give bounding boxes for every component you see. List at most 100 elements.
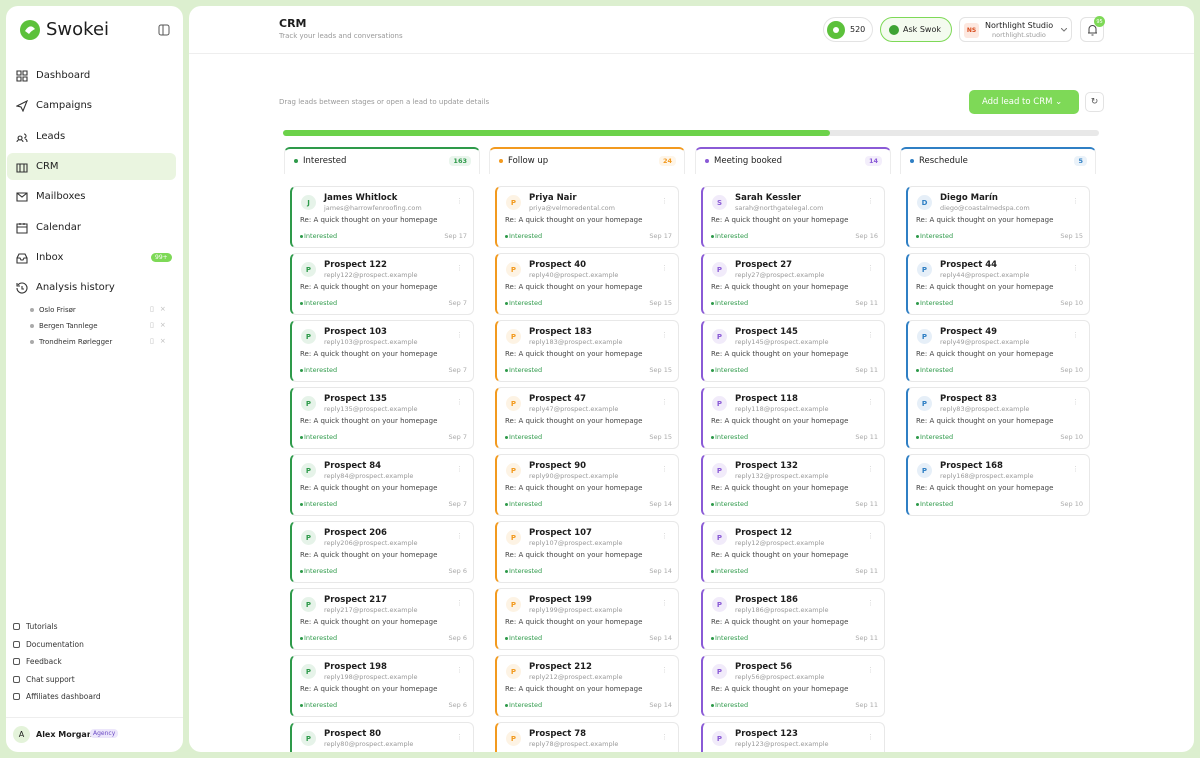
add-lead-button[interactable]: Add lead to CRM ⌄ [969, 90, 1079, 114]
lead-date: Sep 6 [448, 567, 467, 575]
history-item[interactable]: Oslo Frisør [39, 306, 76, 314]
lead-name: Prospect 135 [324, 394, 387, 404]
lead-subject: Re: A quick thought on your homepage [300, 551, 438, 559]
nav-item[interactable]: Dashboard [36, 70, 91, 81]
lead-subject: Re: A quick thought on your homepage [505, 216, 643, 224]
lead-card[interactable]: P Prospect 199 reply199@prospect.example ⋮ R… [495, 588, 679, 650]
ask-button[interactable]: Ask Swok [880, 17, 952, 42]
lead-card[interactable]: P Prospect 206 reply206@prospect.example ⋮ R… [290, 521, 474, 583]
lead-card[interactable]: P Prospect 168 reply168@prospect.example ⋮ R… [906, 454, 1090, 516]
lead-card[interactable]: P Prospect 198 reply198@prospect.example ⋮ R… [290, 655, 474, 717]
lead-email: reply49@prospect.example [940, 338, 1030, 346]
nav-item[interactable]: Campaigns [36, 100, 93, 111]
lead-card[interactable]: P Prospect 27 reply27@prospect.example ⋮ Re:… [701, 253, 885, 315]
nav-item[interactable]: Analysis history [36, 282, 115, 293]
lead-card[interactable]: P Prospect 217 reply217@prospect.example ⋮ R… [290, 588, 474, 650]
user-name[interactable]: Alex Morgan [36, 730, 93, 739]
lead-date: Sep 14 [649, 500, 672, 508]
lead-card[interactable]: P Prospect 183 reply183@prospect.example ⋮ R… [495, 320, 679, 382]
credits-value: 520 [850, 25, 866, 34]
footer-link[interactable]: Feedback [26, 657, 62, 667]
lead-name: Prospect 83 [940, 394, 998, 404]
lead-card[interactable]: P Prospect 145 reply145@prospect.example ⋮ R… [701, 320, 885, 382]
history-dot [30, 308, 34, 312]
history-item[interactable]: Trondheim Rørlegger [39, 338, 113, 346]
card-menu: ⋮ [661, 666, 668, 674]
workspace-switcher[interactable]: NS Northlight Studio northlight.studio [959, 17, 1072, 42]
lead-card[interactable]: P Prospect 44 reply44@prospect.example ⋮ Re:… [906, 253, 1090, 315]
lead-card[interactable]: P Prospect 212 reply212@prospect.example ⋮ R… [495, 655, 679, 717]
lead-card[interactable]: P Prospect 90 reply90@prospect.example ⋮ Re:… [495, 454, 679, 516]
status-dot [505, 235, 508, 238]
lead-date: Sep 11 [855, 701, 878, 709]
lead-name: Prospect 84 [324, 461, 382, 471]
lead-card[interactable]: P Prospect 132 reply132@prospect.example ⋮ R… [701, 454, 885, 516]
nav-item[interactable]: CRM [36, 161, 59, 172]
lead-card[interactable]: P Prospect 107 reply107@prospect.example ⋮ R… [495, 521, 679, 583]
lead-card[interactable]: P Prospect 135 reply135@prospect.example ⋮ R… [290, 387, 474, 449]
status-dot [505, 570, 508, 573]
lead-card[interactable]: P Prospect 56 reply56@prospect.example ⋮ Re:… [701, 655, 885, 717]
footer-link[interactable]: Affiliates dashboard [26, 692, 101, 702]
lead-email: reply47@prospect.example [529, 405, 619, 413]
lead-date: Sep 7 [448, 299, 467, 307]
lead-card[interactable]: S Sarah Kessler sarah@northgatelegal.com ⋮ R… [701, 186, 885, 248]
lead-avatar: P [506, 329, 521, 344]
notifications-button[interactable] [1080, 17, 1104, 42]
lead-avatar: P [917, 329, 932, 344]
lead-status: Interested [509, 634, 543, 642]
nav-item[interactable]: Leads [36, 131, 66, 142]
lead-email: reply183@prospect.example [529, 338, 623, 346]
lead-date: Sep 10 [1060, 433, 1083, 441]
status-dot [505, 436, 508, 439]
footer-link[interactable]: Tutorials [26, 622, 58, 631]
lead-card[interactable]: P Prospect 84 reply84@prospect.example ⋮ Re:… [290, 454, 474, 516]
collapse-button[interactable] [158, 24, 170, 36]
lead-avatar: P [506, 731, 521, 746]
nav-item[interactable]: Inbox [36, 252, 64, 263]
lead-card[interactable]: P Prospect 103 reply103@prospect.example ⋮ R… [290, 320, 474, 382]
lead-card[interactable]: P Prospect 47 reply47@prospect.example ⋮ Re:… [495, 387, 679, 449]
lead-email: reply12@prospect.example [735, 539, 825, 547]
lead-card[interactable]: P Prospect 12 reply12@prospect.example ⋮ Re:… [701, 521, 885, 583]
card-menu: ⋮ [661, 197, 668, 205]
card-menu: ⋮ [661, 465, 668, 473]
lead-email: reply132@prospect.example [735, 472, 829, 480]
kanban-column: Reschedule 5 D Diego Marín diego@coastalmeds… [900, 147, 1096, 752]
footer-link[interactable]: Chat support [26, 674, 75, 684]
lead-card[interactable]: P Prospect 118 reply118@prospect.example ⋮ R… [701, 387, 885, 449]
lead-date: Sep 17 [444, 232, 467, 240]
footer-link[interactable]: Documentation [26, 639, 84, 649]
nav-item[interactable]: Mailboxes [36, 191, 86, 202]
lead-card[interactable]: P Prospect 49 reply49@prospect.example ⋮ Re:… [906, 320, 1090, 382]
lead-subject: Re: A quick thought on your homepage [711, 283, 849, 291]
refresh-button[interactable]: ↻ [1085, 92, 1104, 112]
card-menu: ⋮ [456, 532, 463, 540]
lead-card[interactable]: P Prospect 122 reply122@prospect.example ⋮ R… [290, 253, 474, 315]
lead-avatar: P [301, 262, 316, 277]
nav-item[interactable]: Calendar [36, 222, 81, 233]
status-dot [711, 503, 714, 506]
lead-email: reply107@prospect.example [529, 539, 623, 547]
lead-status: Interested [920, 232, 954, 240]
lead-card[interactable]: P Priya Nair priya@velmoredental.com ⋮ Re: A… [495, 186, 679, 248]
credits[interactable]: 520 [823, 17, 873, 42]
column-dot [910, 159, 914, 163]
lead-card[interactable]: P Prospect 83 reply83@prospect.example ⋮ Re:… [906, 387, 1090, 449]
lead-card[interactable]: J James Whitlock james@harrowfenroofing.co… [290, 186, 474, 248]
lead-status: Interested [509, 500, 543, 508]
nav-badge: 99+ [151, 253, 172, 262]
lead-status: Interested [509, 232, 543, 240]
lead-status: Interested [920, 500, 954, 508]
lead-card[interactable]: P Prospect 186 reply186@prospect.example ⋮ R… [701, 588, 885, 650]
card-menu: ⋮ [661, 733, 668, 741]
lead-card[interactable]: P Prospect 40 reply40@prospect.example ⋮ Re:… [495, 253, 679, 315]
lead-date: Sep 14 [649, 567, 672, 575]
history-item[interactable]: Bergen Tannlege [39, 322, 98, 330]
status-dot [916, 235, 919, 238]
lead-card[interactable]: D Diego Marín diego@coastalmedspa.com ⋮ Re: … [906, 186, 1090, 248]
workspace-name: Northlight Studio [985, 21, 1054, 30]
